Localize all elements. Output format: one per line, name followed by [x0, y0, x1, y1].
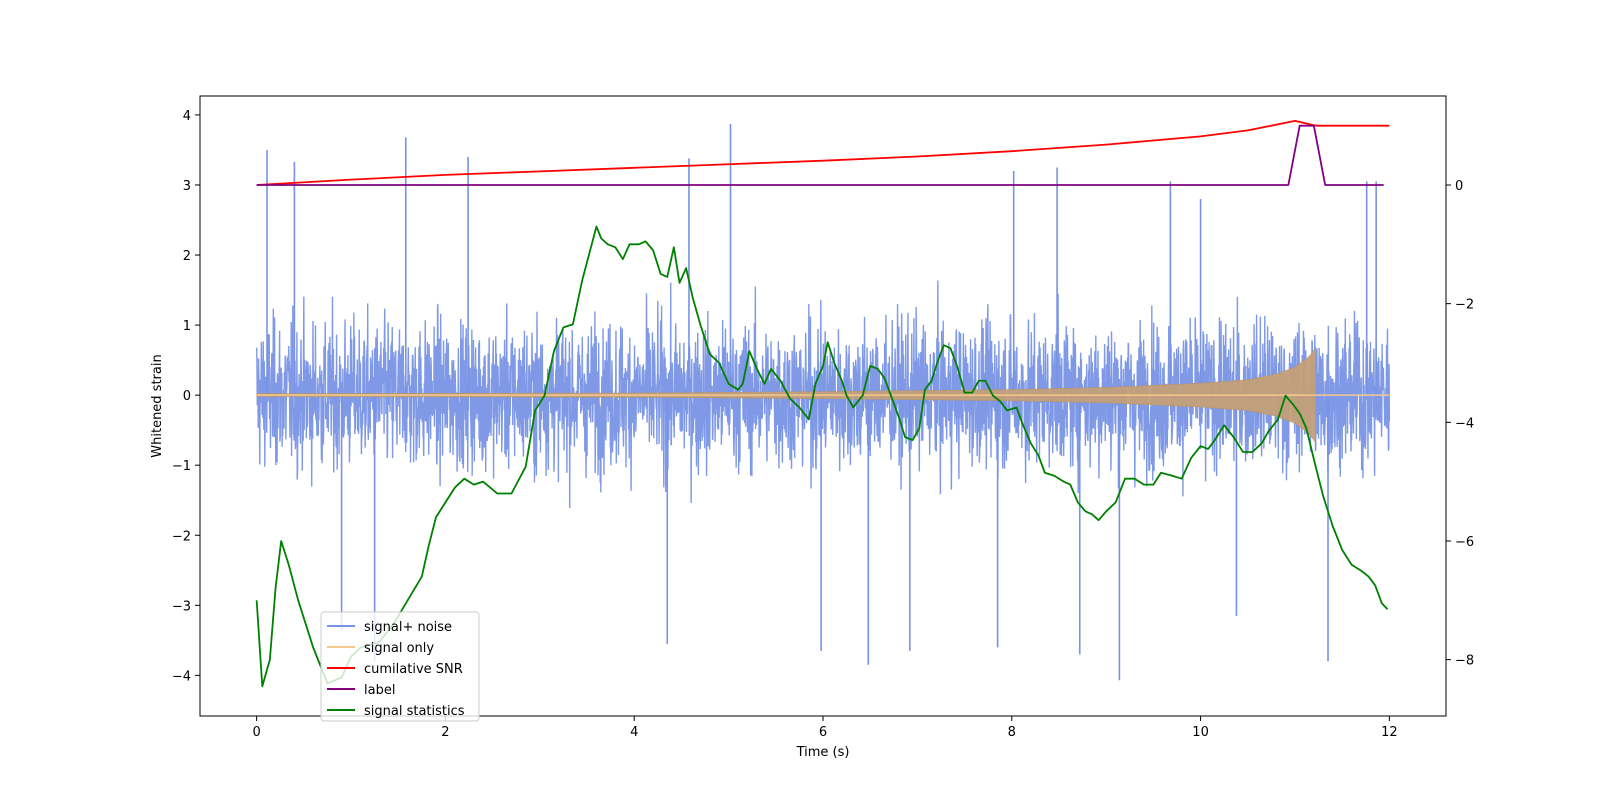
- legend-label: cumilative SNR: [364, 662, 463, 677]
- x-tick-label: 0: [252, 725, 260, 740]
- series-cumulative-snr: [256, 120, 1390, 186]
- legend-label: signal+ noise: [364, 620, 452, 635]
- y-tick-label: −1: [172, 459, 191, 474]
- x-axis-ticks: 0 2 4 6 8 10 12: [252, 716, 1398, 740]
- series-label: [256, 124, 1384, 186]
- x-axis-label: Time (s): [796, 745, 850, 760]
- y-tick-label: 3: [183, 179, 191, 194]
- x-tick-label: 6: [819, 725, 827, 740]
- series-signal-plus-noise: [255, 280, 1391, 509]
- x-tick-label: 4: [630, 725, 638, 740]
- y-tick-label: 2: [183, 249, 191, 264]
- legend-label: signal only: [364, 641, 434, 656]
- y2-tick-label: −4: [1455, 416, 1474, 431]
- y2-tick-label: −6: [1455, 535, 1474, 550]
- legend-box: [320, 611, 480, 722]
- x-tick-label: 12: [1381, 725, 1398, 740]
- y-axis-ticks: 4 3 2 1 0 −1 −2 −3 −4: [172, 109, 200, 684]
- y2-tick-label: 0: [1455, 179, 1463, 194]
- y-tick-label: −2: [172, 529, 191, 544]
- y2-tick-label: −2: [1455, 298, 1474, 313]
- legend: signal+ noise signal only cumilative SNR la…: [320, 611, 480, 722]
- y-tick-label: 1: [183, 319, 191, 334]
- x-tick-label: 10: [1192, 725, 1209, 740]
- y2-axis-ticks: 0 −2 −4 −6 −8: [1446, 179, 1474, 669]
- x-tick-label: 2: [441, 725, 449, 740]
- y2-tick-label: −8: [1455, 654, 1474, 669]
- legend-label: signal statistics: [364, 704, 465, 719]
- y-tick-label: −3: [172, 599, 191, 614]
- y-axis-label: Whitened strain: [150, 354, 165, 457]
- y-tick-label: 0: [183, 389, 191, 404]
- legend-label: label: [364, 683, 395, 698]
- y-tick-label: 4: [183, 109, 191, 124]
- series-signal-statistics: [255, 225, 1389, 688]
- x-tick-label: 8: [1008, 725, 1016, 740]
- series-layer: [255, 120, 1391, 688]
- y-tick-label: −4: [172, 669, 191, 684]
